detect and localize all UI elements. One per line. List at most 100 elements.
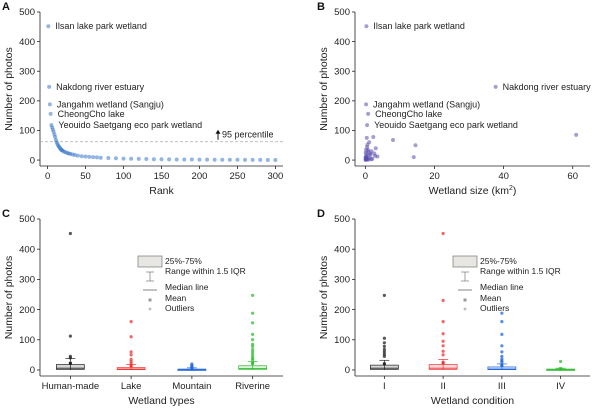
- legend: 25%-75%Range within 1.5 IQR Median lineMe…: [452, 255, 561, 313]
- data-point: [243, 157, 248, 162]
- data-point: [47, 102, 52, 107]
- category-label: Mountain: [172, 381, 211, 392]
- point-annotation: Nakdong river estuary: [503, 82, 592, 92]
- data-point: [366, 111, 371, 116]
- x-tick-label: 0: [363, 171, 368, 182]
- outlier-point: [382, 341, 386, 345]
- data-point: [493, 84, 498, 89]
- legend: 25%-75%Range within 1.5 IQR Median lineMe…: [137, 255, 246, 313]
- y-tick-label: 0: [30, 365, 35, 376]
- outlier-point: [382, 354, 386, 358]
- data-point: [94, 155, 99, 160]
- data-point: [159, 157, 164, 162]
- outlier-point: [251, 358, 255, 362]
- point-annotation: Yeouido Saetgang eco park wetland: [374, 120, 518, 130]
- data-point: [144, 157, 149, 162]
- outlier-point: [500, 320, 504, 324]
- iqr-box: [238, 365, 267, 370]
- data-point: [83, 154, 88, 159]
- point-annotation: Jangahm wetland (Sangju): [373, 99, 480, 109]
- box-riverine: [238, 293, 267, 370]
- outlier-point: [251, 293, 255, 297]
- outlier-point: [251, 350, 255, 354]
- panel-c: 0 100 200 300 400 500 Number of photos C Human-m…: [2, 208, 283, 407]
- x-tick-label: 250: [230, 171, 246, 182]
- legend-outlier-swatch: [148, 307, 152, 311]
- data-point: [273, 158, 278, 163]
- y-tick-label: 100: [19, 335, 35, 346]
- category-label: Riverine: [235, 381, 270, 392]
- outlier-point: [382, 350, 386, 354]
- panel-a: 0 100 200 300 400 500 Number of photos A 0 50 100 1…: [2, 1, 283, 197]
- y-tick-label: 400: [19, 37, 35, 48]
- x-tick-label: 50: [80, 171, 91, 182]
- point-annotation: Nakdong river estuary: [56, 82, 145, 92]
- outlier-point: [129, 353, 133, 357]
- box-iv: [546, 359, 575, 371]
- iqr-box: [428, 364, 458, 370]
- data-point: [87, 154, 92, 159]
- legend-outlier-swatch: [463, 307, 467, 311]
- iqr-box: [56, 364, 85, 370]
- data-point: [369, 157, 374, 162]
- box-i: [370, 293, 399, 370]
- panel-label-d: D: [317, 208, 325, 220]
- x-axis-label: Rank: [149, 185, 174, 197]
- y-tick-label: 100: [334, 335, 350, 346]
- percentile-arrow-head: [215, 129, 221, 134]
- mean-marker: [129, 364, 133, 368]
- y-tick-label: 200: [19, 305, 35, 316]
- outlier-point: [68, 356, 72, 360]
- data-point: [75, 153, 80, 158]
- x-tick-label: 20: [429, 171, 440, 182]
- data-point: [373, 153, 378, 158]
- outlier-point: [500, 344, 504, 348]
- mean-marker: [190, 367, 194, 371]
- legend-entry: 25%-75%: [480, 256, 517, 266]
- outlier-point: [251, 311, 255, 315]
- data-point: [411, 155, 416, 160]
- legend-entry: Mean: [165, 293, 187, 303]
- data-point: [265, 157, 270, 162]
- y-tick-label: 500: [334, 214, 350, 225]
- y-tick-label: 300: [334, 275, 350, 286]
- point-annotation: Yeouido Saetgang eco park wetland: [58, 120, 202, 130]
- category-label: Lake: [121, 381, 142, 392]
- data-point: [235, 157, 240, 162]
- y-tick-label: 0: [345, 365, 350, 376]
- point-annotation: Ilsan lake park wetland: [373, 21, 465, 31]
- x-tick-label: 200: [192, 171, 208, 182]
- point-annotation: CheongCho lake: [375, 109, 442, 119]
- y-axis-label: Number of photos: [318, 47, 330, 130]
- y-tick-label: 400: [334, 244, 350, 255]
- y-tick-label: 100: [19, 126, 35, 137]
- mean-marker: [500, 363, 504, 367]
- outlier-point: [129, 361, 133, 365]
- data-point: [72, 153, 77, 158]
- box-iii: [487, 311, 517, 371]
- y-tick-label: 500: [19, 7, 35, 18]
- mean-marker: [441, 361, 445, 365]
- mean-marker: [559, 367, 563, 371]
- data-point: [113, 156, 118, 161]
- y-tick-label: 500: [334, 7, 350, 18]
- outlier-point: [129, 320, 133, 324]
- x-tick-label: 300: [267, 171, 283, 182]
- data-point: [136, 156, 141, 161]
- outlier-point: [251, 352, 255, 356]
- legend-mean-swatch: [463, 298, 467, 302]
- panel-label-c: C: [2, 208, 10, 220]
- y-tick-label: 200: [334, 305, 350, 316]
- panel-label-b: B: [317, 1, 325, 13]
- iqr-box: [370, 364, 399, 370]
- category-label: IV: [556, 381, 566, 392]
- box-mountain: [177, 362, 207, 371]
- mean-marker: [382, 362, 386, 366]
- data-point: [212, 157, 217, 162]
- outlier-point: [500, 332, 504, 336]
- legend-box-swatch: [137, 255, 163, 268]
- point-annotation: Ilsan lake park wetland: [55, 21, 147, 31]
- y-tick-label: 300: [19, 66, 35, 77]
- legend-entry: Range within 1.5 IQR: [165, 266, 246, 276]
